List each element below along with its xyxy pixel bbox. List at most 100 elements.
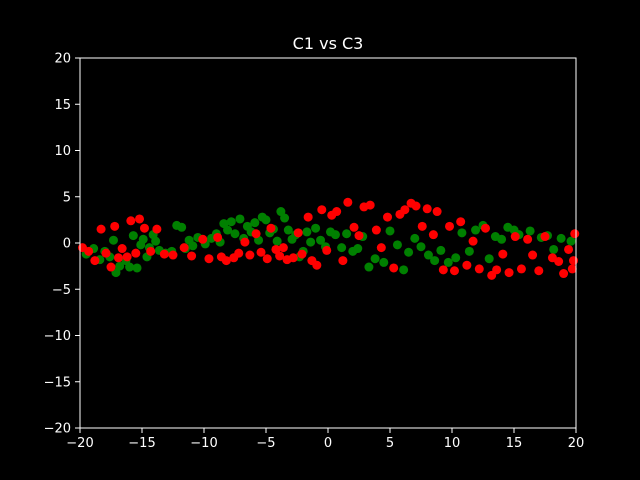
data-point-series-1 [122, 252, 132, 262]
data-point-series-1 [198, 234, 208, 244]
data-point-series-1 [312, 260, 322, 270]
data-point-series-0 [261, 215, 271, 225]
data-point-series-1 [322, 245, 332, 255]
data-point-series-0 [306, 237, 316, 247]
data-point-series-1 [240, 237, 250, 247]
data-point-series-0 [364, 262, 374, 272]
y-tick-label: −10 [44, 329, 71, 344]
data-point-series-1 [371, 225, 381, 235]
data-point-series-0 [125, 262, 135, 272]
x-tick-label: 0 [324, 436, 332, 451]
data-point-series-0 [399, 265, 409, 275]
data-point-series-1 [297, 249, 307, 259]
data-point-series-0 [283, 225, 293, 235]
data-point-series-0 [457, 228, 467, 238]
data-point-series-1 [234, 248, 244, 258]
data-point-series-1 [438, 265, 448, 275]
data-point-series-0 [566, 236, 576, 246]
data-point-series-0 [443, 257, 453, 267]
x-tick-label: 20 [568, 436, 585, 451]
data-point-series-1 [567, 264, 577, 274]
data-point-series-1 [221, 256, 231, 266]
data-point-series-1 [84, 246, 94, 256]
chart-title: C1 vs C3 [293, 34, 364, 53]
data-point-series-1 [468, 236, 478, 246]
y-tick-label: 10 [54, 144, 71, 159]
data-point-series-1 [349, 222, 359, 232]
data-point-series-0 [223, 225, 233, 235]
data-point-series-1 [110, 221, 120, 231]
data-point-series-0 [177, 222, 187, 232]
data-point-series-0 [464, 246, 474, 256]
data-point-series-0 [272, 236, 282, 246]
data-point-series-0 [115, 261, 125, 271]
y-tick-label: 20 [54, 52, 71, 67]
y-tick-label: 0 [63, 237, 71, 252]
points-layer [77, 197, 580, 280]
data-point-series-1 [523, 234, 533, 244]
data-point-series-1 [168, 250, 178, 260]
data-point-series-1 [187, 251, 197, 261]
data-point-series-0 [226, 217, 236, 227]
data-point-series-0 [342, 229, 352, 239]
data-point-series-0 [379, 257, 389, 267]
data-point-series-1 [354, 231, 364, 241]
data-point-series-1 [332, 207, 342, 217]
data-point-series-1 [262, 254, 272, 264]
data-point-series-1 [389, 263, 399, 273]
data-point-series-0 [451, 253, 461, 263]
data-point-series-0 [316, 235, 326, 245]
data-point-series-1 [117, 244, 127, 254]
data-point-series-1 [540, 232, 550, 242]
data-point-series-1 [303, 212, 313, 222]
data-point-series-1 [492, 265, 502, 275]
data-point-series-1 [528, 250, 538, 260]
data-point-series-0 [416, 242, 426, 252]
data-point-series-1 [474, 264, 484, 274]
data-point-series-1 [417, 221, 427, 231]
data-point-series-0 [311, 223, 321, 233]
data-point-series-1 [106, 262, 116, 272]
data-point-series-1 [159, 249, 169, 259]
data-point-series-0 [392, 240, 402, 250]
x-tick-label: 5 [386, 436, 394, 451]
data-point-series-1 [516, 264, 526, 274]
data-point-series-0 [250, 218, 260, 228]
data-point-series-0 [337, 243, 347, 253]
data-point-series-1 [428, 230, 438, 240]
data-point-series-1 [365, 200, 375, 210]
data-point-series-0 [471, 225, 481, 235]
data-point-series-1 [570, 229, 580, 239]
x-tick-label: 10 [444, 436, 461, 451]
data-point-series-1 [266, 223, 276, 233]
data-point-series-1 [126, 216, 136, 226]
data-point-series-0 [436, 245, 446, 255]
data-point-series-1 [510, 232, 520, 242]
data-point-series-1 [343, 197, 353, 207]
data-point-series-1 [462, 260, 472, 270]
data-point-series-1 [96, 224, 106, 234]
data-point-series-1 [113, 253, 123, 263]
data-point-series-0 [302, 227, 312, 237]
x-tick-label: −20 [66, 436, 93, 451]
data-point-series-1 [101, 248, 111, 258]
data-point-series-1 [411, 201, 421, 211]
data-point-series-1 [383, 212, 393, 222]
data-point-series-1 [251, 229, 261, 239]
data-point-series-1 [293, 228, 303, 238]
data-point-series-0 [556, 233, 566, 243]
data-point-series-0 [235, 214, 245, 224]
x-tick-label: −5 [256, 436, 275, 451]
y-tick-label: −15 [44, 375, 71, 390]
data-point-series-1 [245, 250, 255, 260]
data-point-series-0 [151, 236, 161, 246]
data-point-series-1 [338, 256, 348, 266]
data-point-series-1 [449, 266, 459, 276]
data-point-series-0 [108, 235, 118, 245]
data-point-series-0 [549, 244, 559, 254]
data-point-series-1 [179, 243, 189, 253]
y-tick-label: 15 [54, 98, 71, 113]
data-point-series-1 [498, 249, 508, 259]
data-point-series-0 [497, 234, 507, 244]
data-point-series-0 [370, 254, 380, 264]
